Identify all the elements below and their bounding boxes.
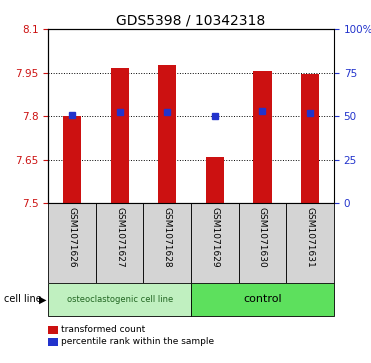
Bar [191,203,239,283]
Bar [48,203,96,283]
Text: GSM1071626: GSM1071626 [68,207,76,268]
Title: GDS5398 / 10342318: GDS5398 / 10342318 [116,14,266,28]
Text: ▶: ▶ [39,294,46,305]
Bar [239,203,286,283]
Bar [158,65,176,203]
Text: GSM1071629: GSM1071629 [210,207,219,268]
Bar [206,157,224,203]
Text: GSM1071627: GSM1071627 [115,207,124,268]
Bar [111,68,129,203]
Bar [253,71,272,203]
Bar [63,116,81,203]
Text: cell line: cell line [4,294,42,305]
Text: percentile rank within the sample: percentile rank within the sample [61,338,214,346]
Text: control: control [243,294,282,305]
Bar [301,74,319,203]
Text: transformed count: transformed count [61,326,145,334]
Bar [48,283,191,316]
Bar [286,203,334,283]
Text: GSM1071631: GSM1071631 [306,207,315,268]
Text: GSM1071630: GSM1071630 [258,207,267,268]
Text: osteoclastogenic cell line: osteoclastogenic cell line [66,295,173,304]
Bar [144,203,191,283]
Bar [191,283,334,316]
Bar [96,203,144,283]
Text: GSM1071628: GSM1071628 [163,207,172,268]
